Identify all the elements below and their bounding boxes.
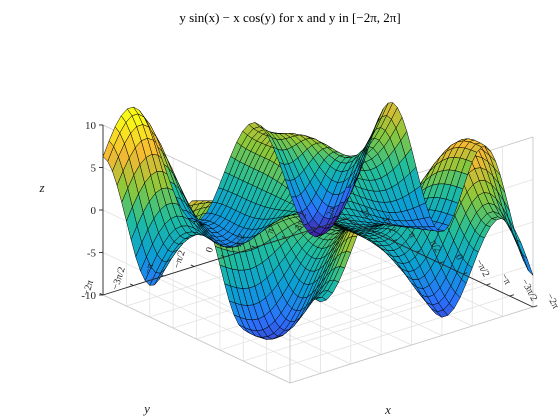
- chart-title: y sin(x) − x cos(y) for x and y in [−2π,…: [179, 10, 400, 25]
- z-tick-label: -5: [87, 248, 97, 260]
- y-tick-mark: [415, 250, 421, 253]
- grid-line: [266, 295, 510, 373]
- y-tick-label: −2π: [544, 292, 560, 311]
- x-tick-label: 3π/2: [293, 211, 309, 231]
- z-tick-label: 0: [91, 205, 97, 217]
- x-tick-label: −π/2: [172, 249, 188, 270]
- grid-line: [196, 262, 440, 340]
- grid-line: [289, 264, 534, 341]
- z-tick-label: 5: [91, 163, 97, 175]
- y-tick-label: 0: [453, 252, 465, 262]
- y-tick-mark: [486, 283, 491, 286]
- x-tick-label: π/2: [233, 233, 247, 249]
- y-tick-mark: [532, 305, 538, 308]
- y-tick-mark: [369, 228, 374, 231]
- surface-patch: [339, 186, 351, 204]
- x-tick-mark: [342, 217, 347, 220]
- y-tick-mark: [392, 239, 398, 242]
- y-axis-label: y: [142, 401, 150, 416]
- x-tick-label: −2π: [81, 279, 96, 297]
- y-tick-label: π: [406, 230, 418, 240]
- z-tick-label: -10: [81, 290, 96, 302]
- y-tick-mark: [462, 272, 468, 275]
- y-tick-label: π/2: [428, 238, 444, 254]
- x-tick-label: −π: [142, 262, 156, 276]
- x-tick-label: 0: [204, 246, 216, 254]
- x-axis-label: x: [384, 402, 391, 417]
- z-tick-label: 10: [85, 120, 97, 132]
- x-tick-mark: [281, 236, 286, 239]
- x-tick-mark: [251, 245, 256, 248]
- y-tick-label: 2π: [358, 206, 372, 220]
- y-tick-label: −π: [498, 272, 513, 287]
- box-edge: [102, 294, 291, 384]
- x-tick-mark: [221, 255, 225, 258]
- z-axis-label: z: [38, 180, 44, 195]
- x-tick-mark: [312, 226, 316, 229]
- y-tick-mark: [345, 217, 351, 220]
- x-tick-mark: [129, 283, 134, 286]
- y-tick-mark: [439, 261, 444, 264]
- x-tick-mark: [190, 264, 195, 267]
- y-tick-mark: [509, 294, 515, 297]
- box-edge: [289, 306, 534, 384]
- x-tick-label: π: [265, 227, 277, 235]
- axes-front-lines: [99, 124, 538, 308]
- x-tick-mark: [160, 274, 164, 277]
- surface-mesh: [102, 102, 534, 340]
- x-tick-label: 2π: [325, 205, 339, 218]
